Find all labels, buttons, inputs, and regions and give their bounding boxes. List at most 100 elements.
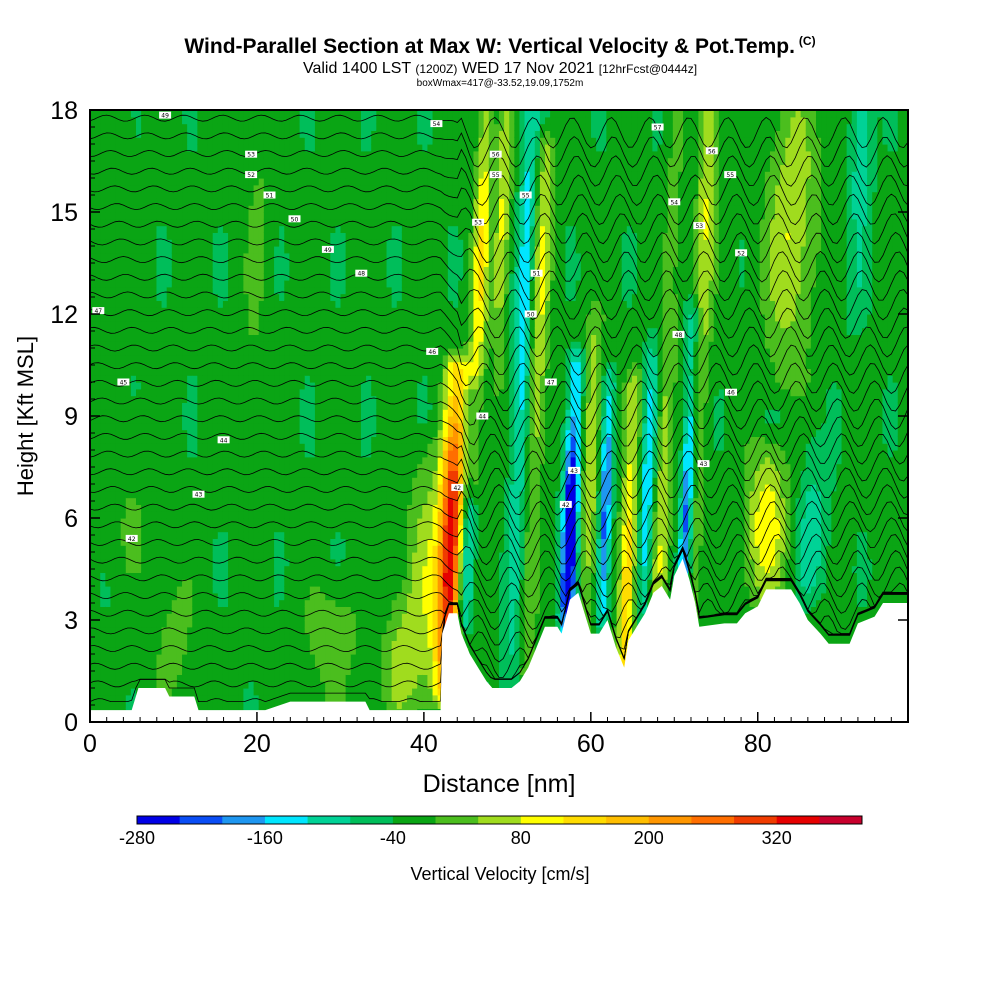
velocity-cell <box>360 273 367 281</box>
velocity-cell <box>222 531 229 539</box>
velocity-cell <box>222 252 229 261</box>
velocity-cell <box>243 273 250 281</box>
velocity-cell <box>253 599 260 607</box>
velocity-cell <box>222 558 229 567</box>
velocity-cell <box>95 334 101 342</box>
velocity-cell <box>212 137 219 145</box>
velocity-cell <box>151 218 158 227</box>
velocity-cell <box>325 681 331 689</box>
velocity-cell <box>314 157 321 165</box>
velocity-cell <box>360 286 367 295</box>
velocity-cell <box>141 490 147 499</box>
velocity-cell <box>192 239 198 247</box>
velocity-cell <box>125 463 132 471</box>
velocity-cell <box>355 259 362 267</box>
velocity-cell <box>304 599 311 607</box>
velocity-cell <box>182 273 188 281</box>
velocity-cell <box>335 477 342 485</box>
velocity-cell <box>340 368 347 376</box>
velocity-cell <box>120 150 127 159</box>
velocity-cell <box>125 654 132 662</box>
velocity-cell <box>314 246 321 254</box>
velocity-cell <box>217 606 224 614</box>
velocity-cell <box>182 314 188 322</box>
velocity-cell <box>284 375 290 383</box>
velocity-cell <box>115 280 122 288</box>
velocity-cell <box>274 191 280 199</box>
velocity-cell <box>120 327 127 335</box>
velocity-cell <box>212 361 219 369</box>
velocity-cell <box>156 674 163 682</box>
velocity-cell <box>243 232 250 240</box>
velocity-cell <box>187 150 193 159</box>
velocity-cell <box>345 368 352 376</box>
velocity-cell <box>120 368 127 376</box>
velocity-cell <box>156 225 163 233</box>
velocity-cell <box>268 218 275 227</box>
velocity-cell <box>156 422 163 431</box>
velocity-cell <box>161 524 168 533</box>
velocity-cell <box>212 225 219 233</box>
velocity-cell <box>171 225 178 233</box>
velocity-cell <box>268 368 275 376</box>
velocity-cell <box>345 280 352 288</box>
velocity-cell <box>130 620 137 628</box>
velocity-cell <box>238 361 244 369</box>
velocity-cell <box>268 579 275 587</box>
velocity-cell <box>95 443 101 451</box>
velocity-cell <box>360 361 367 369</box>
velocity-cell <box>320 558 326 567</box>
velocity-cell <box>304 232 311 240</box>
velocity-cell <box>345 640 352 648</box>
velocity-cell <box>192 286 198 295</box>
velocity-cell <box>320 640 326 648</box>
velocity-cell <box>274 660 280 669</box>
velocity-cell <box>130 409 137 417</box>
velocity-cell <box>176 674 183 682</box>
velocity-cell <box>95 171 101 179</box>
velocity-cell <box>355 484 362 492</box>
velocity-cell <box>146 633 152 641</box>
velocity-cell <box>243 388 250 397</box>
velocity-cell <box>130 667 137 675</box>
velocity-cell <box>110 307 117 315</box>
velocity-cell <box>202 110 209 118</box>
velocity-cell <box>136 388 142 397</box>
velocity-cell <box>176 307 183 315</box>
velocity-cell <box>258 620 265 628</box>
velocity-cell <box>263 613 270 621</box>
velocity-cell <box>115 538 122 546</box>
velocity-cell <box>202 694 209 703</box>
velocity-cell <box>258 504 265 512</box>
velocity-cell <box>207 701 214 709</box>
velocity-cell <box>192 545 198 553</box>
velocity-cell <box>176 354 183 363</box>
velocity-cell <box>314 123 321 131</box>
velocity-cell <box>350 198 357 206</box>
velocity-cell <box>309 218 316 227</box>
velocity-cell <box>156 538 163 546</box>
velocity-cell <box>320 531 326 539</box>
velocity-cell <box>335 654 342 662</box>
velocity-cell <box>335 375 342 383</box>
velocity-cell <box>171 572 178 580</box>
velocity-cell <box>350 552 357 560</box>
velocity-cell <box>217 334 224 342</box>
velocity-cell <box>228 259 234 267</box>
velocity-cell <box>125 416 132 424</box>
velocity-cell <box>360 674 367 682</box>
velocity-cell <box>182 450 188 458</box>
velocity-cell <box>120 613 127 621</box>
velocity-cell <box>371 572 377 580</box>
velocity-cell <box>222 701 229 709</box>
velocity-cell <box>325 599 331 607</box>
velocity-cell <box>268 436 275 444</box>
velocity-cell <box>335 633 342 641</box>
velocity-cell <box>166 327 173 335</box>
velocity-cell <box>90 606 96 614</box>
velocity-cell <box>156 402 163 410</box>
velocity-cell <box>130 348 137 356</box>
velocity-cell <box>156 212 163 220</box>
velocity-cell <box>371 647 377 655</box>
velocity-cell <box>228 531 234 539</box>
